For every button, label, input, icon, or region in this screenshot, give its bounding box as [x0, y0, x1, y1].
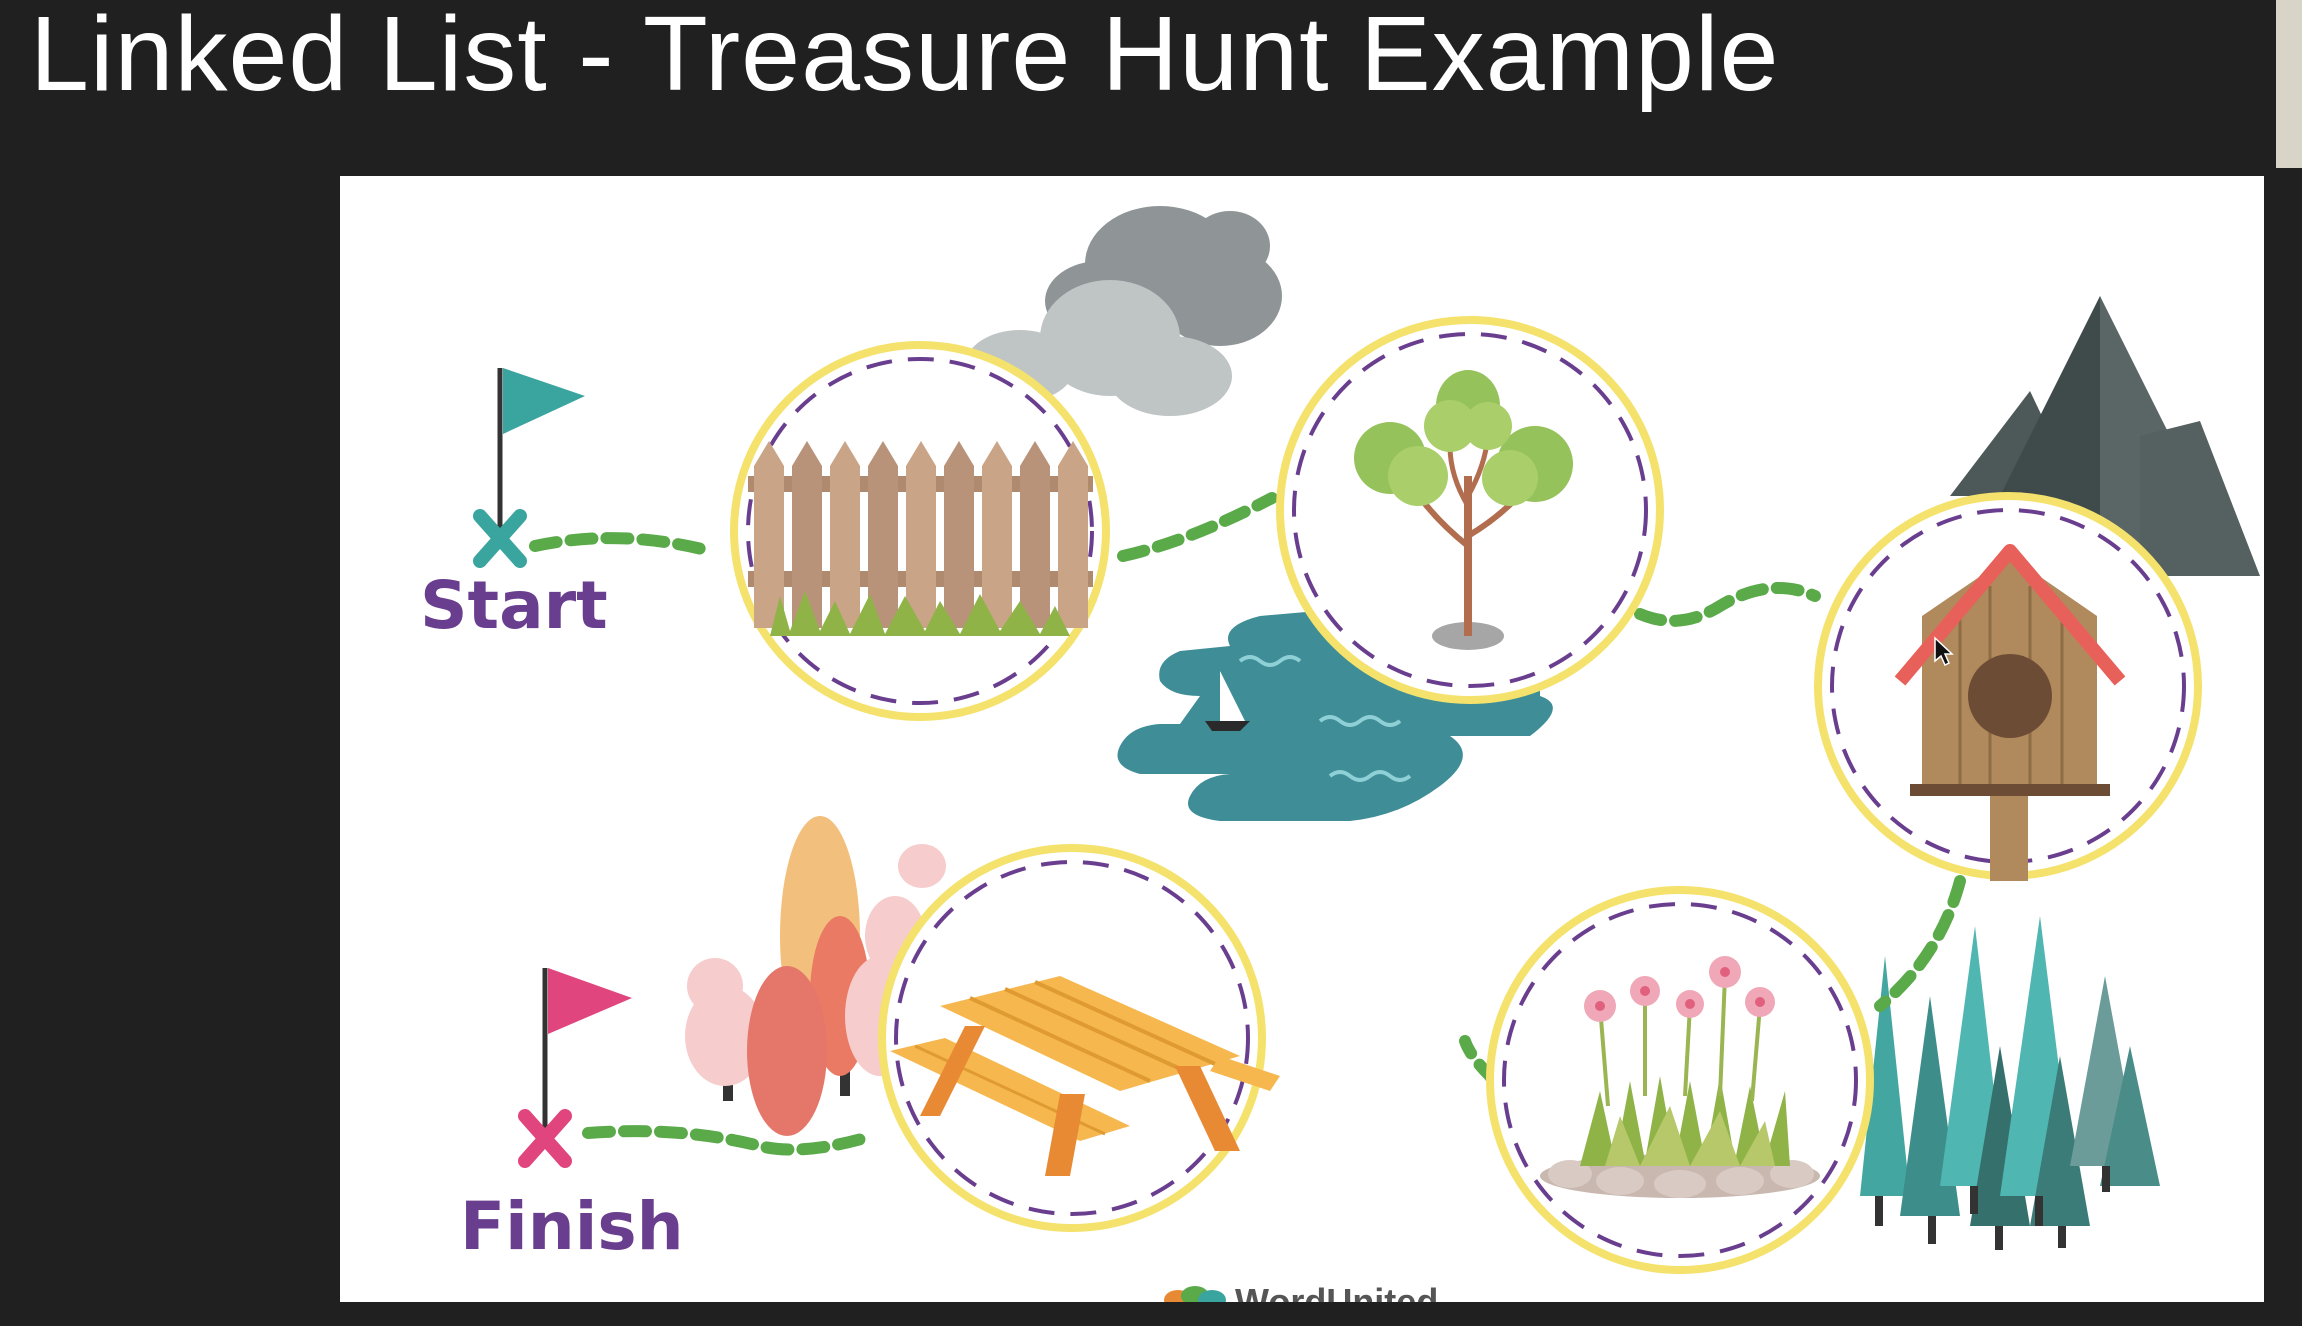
finish-marker: Finish — [460, 968, 684, 1265]
node-picnic-table — [878, 844, 1280, 1232]
node-birdhouse — [1814, 492, 2202, 881]
tree-icon — [1354, 370, 1573, 650]
slide-title: Linked List - Treasure Hunt Example — [30, 0, 1780, 113]
node-tree — [1276, 316, 1664, 704]
finish-x-icon — [518, 1109, 572, 1168]
diagram-panel: Start Finish — [340, 176, 2264, 1302]
node-flowers — [1486, 886, 1874, 1274]
scrollbar-thumb[interactable] — [2276, 0, 2302, 168]
forest-icon — [1860, 916, 2160, 1250]
cloud-icon — [965, 206, 1282, 416]
start-label: Start — [420, 567, 608, 644]
start-marker: Start — [420, 368, 608, 644]
start-x-icon — [473, 509, 527, 568]
pink-trees-icon — [685, 816, 946, 1136]
picnic-table-icon — [890, 976, 1280, 1176]
wordunited-logo: WordUnited — [1164, 1281, 1438, 1302]
birdhouse-icon — [1894, 544, 2126, 881]
mouse-cursor-icon — [1934, 636, 1954, 667]
logo-text: WordUnited — [1235, 1281, 1438, 1302]
finish-label: Finish — [460, 1188, 684, 1265]
treasure-hunt-map: Start Finish — [420, 206, 2260, 1302]
node-fence — [730, 341, 1110, 721]
fence-icon — [748, 441, 1093, 636]
flowers-icon — [1540, 956, 1820, 1198]
